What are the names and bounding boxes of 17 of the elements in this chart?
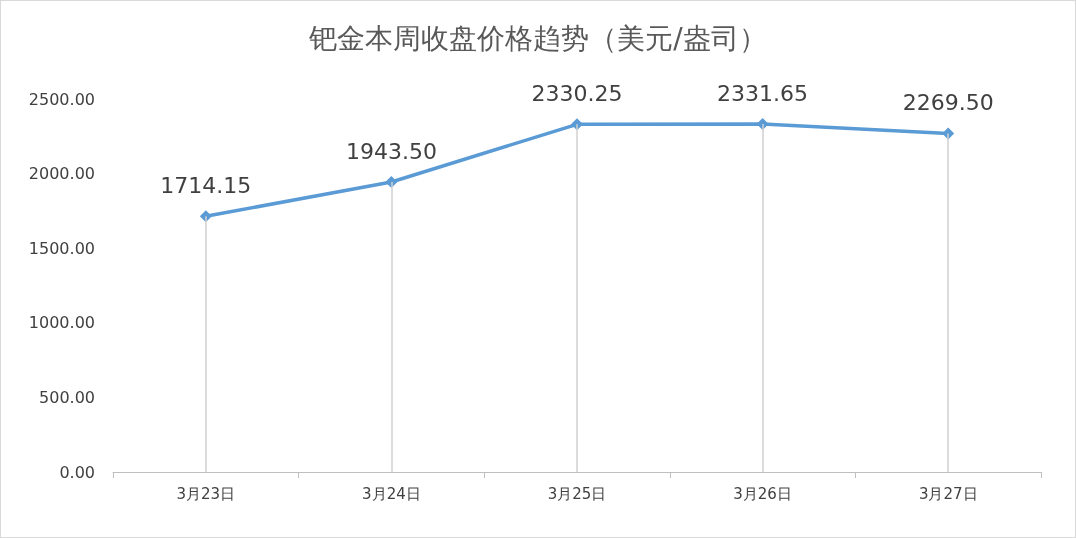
x-tick-label: 3月25日: [547, 484, 607, 503]
y-tick-label: 0.00: [59, 462, 95, 482]
y-tick-label: 500.00: [39, 387, 95, 407]
text: 2330.25: [531, 80, 623, 106]
text: 1943.50: [345, 138, 437, 164]
x-tick-label: 3月24日: [362, 484, 421, 503]
text: 2331.65: [717, 80, 809, 106]
x-tick-label: 3月26日: [733, 484, 792, 503]
y-tick-label: 1000.00: [28, 313, 95, 333]
y-tick-label: 1500.00: [28, 238, 95, 258]
x-tick-label: 3月27日: [918, 484, 978, 503]
y-tick-label: 2000.00: [28, 164, 95, 184]
text: 2269.50: [902, 89, 994, 115]
y-tick-label: 2500.00: [28, 89, 95, 109]
chart-title: 钯金本周收盘价格趋势（美元/盎司）: [308, 21, 767, 55]
text: 1714.15: [160, 172, 252, 198]
x-tick-label: 3月23日: [176, 484, 236, 503]
